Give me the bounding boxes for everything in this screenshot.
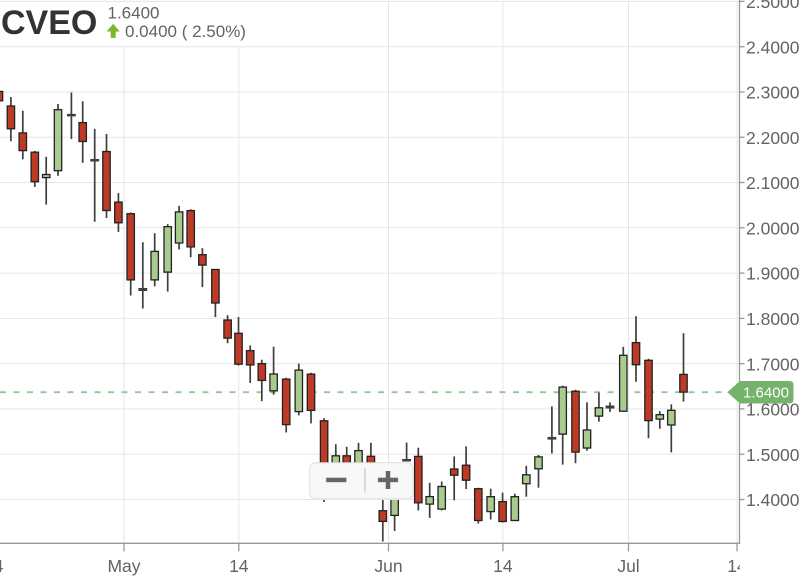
svg-text:Jun: Jun <box>374 556 402 576</box>
svg-text:2.0000: 2.0000 <box>746 218 800 238</box>
svg-text:1.4000: 1.4000 <box>746 490 800 510</box>
svg-text:2.4000: 2.4000 <box>746 37 800 57</box>
svg-text:2.2000: 2.2000 <box>746 128 800 148</box>
svg-text:14: 14 <box>229 556 249 576</box>
svg-text:14: 14 <box>493 556 513 576</box>
svg-text:1.9000: 1.9000 <box>746 264 800 284</box>
svg-text:2.3000: 2.3000 <box>746 83 800 103</box>
svg-text:Jul: Jul <box>617 556 639 576</box>
svg-text:May: May <box>107 556 140 576</box>
svg-text:0.0400 ( 2.50%): 0.0400 ( 2.50%) <box>125 22 246 41</box>
svg-text:1.6000: 1.6000 <box>746 400 800 420</box>
svg-text:1.6400: 1.6400 <box>743 384 789 401</box>
svg-text:2.5000: 2.5000 <box>746 0 800 12</box>
svg-text:4: 4 <box>0 556 4 576</box>
svg-text:14: 14 <box>727 556 747 576</box>
svg-text:1.5000: 1.5000 <box>746 445 800 465</box>
svg-text:1.7000: 1.7000 <box>746 354 800 374</box>
svg-text:1.6400: 1.6400 <box>108 4 160 23</box>
svg-text:2.1000: 2.1000 <box>746 173 800 193</box>
svg-text:CVEO: CVEO <box>1 4 97 42</box>
svg-text:1.8000: 1.8000 <box>746 309 800 329</box>
